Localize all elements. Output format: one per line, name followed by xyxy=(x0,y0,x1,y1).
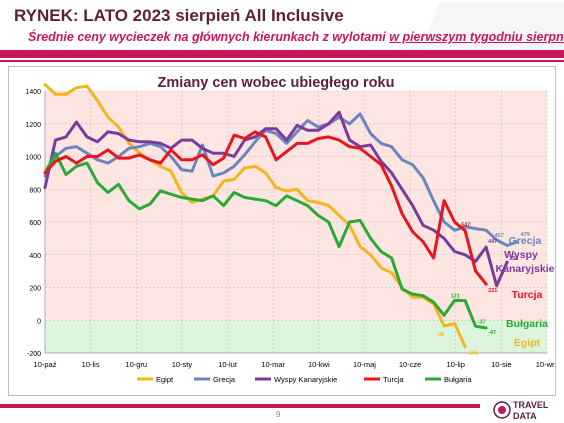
header-band-thin xyxy=(0,60,564,62)
x-tick-label: 10-paź xyxy=(34,360,57,369)
price-change-chart: -200 0 200 400 600 800 1000 1200 1400 10-paź 10-li… xyxy=(25,75,555,384)
header-band xyxy=(0,50,564,58)
slide-title: RYNEK: LATO 2023 sierpień All Inclusive xyxy=(14,6,344,25)
annotation-wyspy-kanaryjskie: Wyspy xyxy=(504,249,538,261)
annotation-grecja: Grecja xyxy=(509,235,542,247)
logo-text-bottom: DATA xyxy=(513,411,537,421)
y-tick-label: 200 xyxy=(29,286,41,293)
x-tick-label: 10-lis xyxy=(82,360,100,369)
y-tick-label: -200 xyxy=(27,351,41,358)
y-tick-label: 1400 xyxy=(25,89,41,96)
data-label-egipt: -161 xyxy=(467,351,478,357)
legend-label-grecja: Grecja xyxy=(213,375,236,384)
logo-text-top: TRAVEL xyxy=(513,400,549,410)
x-tick-label: 10-maj xyxy=(353,360,376,369)
data-label-wyspy: 447 xyxy=(488,239,497,245)
legend-label-wyspy-kanaryjskie: Wyspy Kanaryjskie xyxy=(274,375,337,384)
y-tick-label: 600 xyxy=(29,220,41,227)
data-label-grecja: 457 xyxy=(495,233,504,239)
x-tick-label: 10-wrz xyxy=(536,360,555,369)
slide-subtitle: Średnie ceny wycieczek na głównych kieru… xyxy=(28,30,564,44)
footer-band xyxy=(0,404,480,408)
legend-label-turcja: Turcja xyxy=(383,375,404,384)
annotation-egipt: Egipt xyxy=(514,337,541,349)
legend-label-bulgaria: Bułgaria xyxy=(444,375,472,384)
header-watermark xyxy=(420,2,564,52)
x-tick-label: 10-lut xyxy=(218,360,238,369)
page-number: 9 xyxy=(276,410,281,419)
x-tick-label: 10-gru xyxy=(125,360,147,369)
subtitle-text: Średnie ceny wycieczek na głównych kieru… xyxy=(28,30,390,44)
data-label-bulgaria: -37 xyxy=(478,319,486,325)
annotation-bulgaria: Bułgaria xyxy=(506,318,548,330)
y-tick-label: 400 xyxy=(29,253,41,260)
x-tick-label: 10-lip xyxy=(447,360,465,369)
annotation-wyspy-kanaryjskie: Kanaryjskie xyxy=(496,263,555,275)
data-label-turcja: 221 xyxy=(488,288,497,294)
series-line-egipt xyxy=(43,83,467,349)
y-tick-label: 800 xyxy=(29,187,41,194)
x-tick-label: 10-sie xyxy=(491,360,511,369)
series-line-turcja xyxy=(43,130,488,286)
travel-data-logo: TRAVEL DATA xyxy=(493,400,549,421)
negative-zone xyxy=(45,320,547,353)
data-label-bulgaria: 121 xyxy=(451,293,460,299)
chart-title: Zmiany cen wobec ubiegłego roku xyxy=(158,75,395,91)
y-tick-label: 1000 xyxy=(25,155,41,162)
x-tick-label: 10-mar xyxy=(261,360,285,369)
annotation-turcja: Turcja xyxy=(512,289,543,301)
data-label-turcja: 547 xyxy=(461,223,470,229)
data-label-bulgaria: -47 xyxy=(488,330,496,336)
series-line-wyspy-kanaryjskie xyxy=(43,110,509,288)
chart-frame: -200 0 200 400 600 800 1000 1200 1400 10-paź 10-li… xyxy=(8,66,556,396)
x-tick-label: 10-cze xyxy=(399,360,422,369)
legend-label-egipt: Egipt xyxy=(156,375,174,384)
y-tick-label: 0 xyxy=(37,318,41,325)
x-tick-label: 10-kwi xyxy=(308,360,330,369)
x-tick-label: 10-sty xyxy=(172,360,193,369)
data-label-grecja: 479 xyxy=(521,232,530,238)
data-label-egipt: -35 xyxy=(436,332,444,338)
data-label-wyspy: 355 xyxy=(509,256,518,262)
series-line-bulgaria xyxy=(43,151,488,330)
series-line-grecja xyxy=(43,112,520,247)
subtitle-underlined: w pierwszym tygodniu sierpnia xyxy=(389,30,564,44)
y-tick-label: 1200 xyxy=(25,122,41,129)
